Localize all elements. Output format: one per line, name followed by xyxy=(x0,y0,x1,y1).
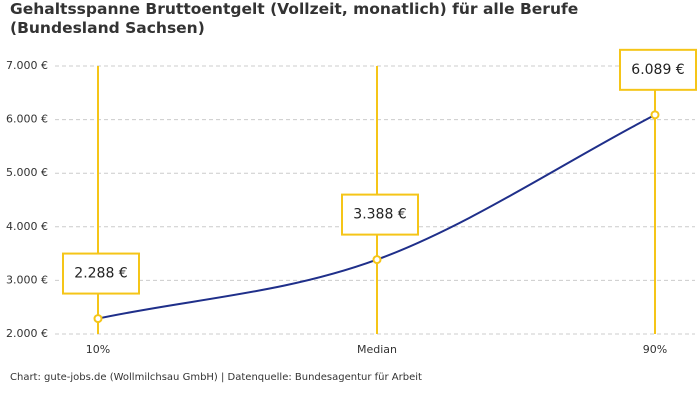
value-label: 3.388 € xyxy=(353,207,406,223)
value-label: 2.288 € xyxy=(74,266,127,282)
point xyxy=(372,255,382,265)
point xyxy=(93,314,103,324)
y-tick-label: 2.000 € xyxy=(6,327,48,340)
label-box xyxy=(62,252,140,295)
value-label: 6.089 € xyxy=(631,62,684,78)
y-tick-label: 3.000 € xyxy=(6,273,48,286)
source-note: Chart: gute-jobs.de (Wollmilchsau GmbH) … xyxy=(10,372,422,383)
label-box xyxy=(341,193,419,236)
y-tick-label: 6.000 € xyxy=(6,113,48,126)
x-tick-label: Median xyxy=(357,343,397,356)
y-tick-label: 7.000 € xyxy=(6,59,48,72)
chart-title: Gehaltsspanne Bruttoentgelt (Vollzeit, m… xyxy=(10,0,579,37)
x-tick-label: 90% xyxy=(643,343,667,356)
y-tick-label: 5.000 € xyxy=(6,166,48,179)
x-tick-label: 10% xyxy=(86,343,110,356)
label-box xyxy=(619,48,697,91)
point xyxy=(650,110,660,120)
y-tick-label: 4.000 € xyxy=(6,220,48,233)
